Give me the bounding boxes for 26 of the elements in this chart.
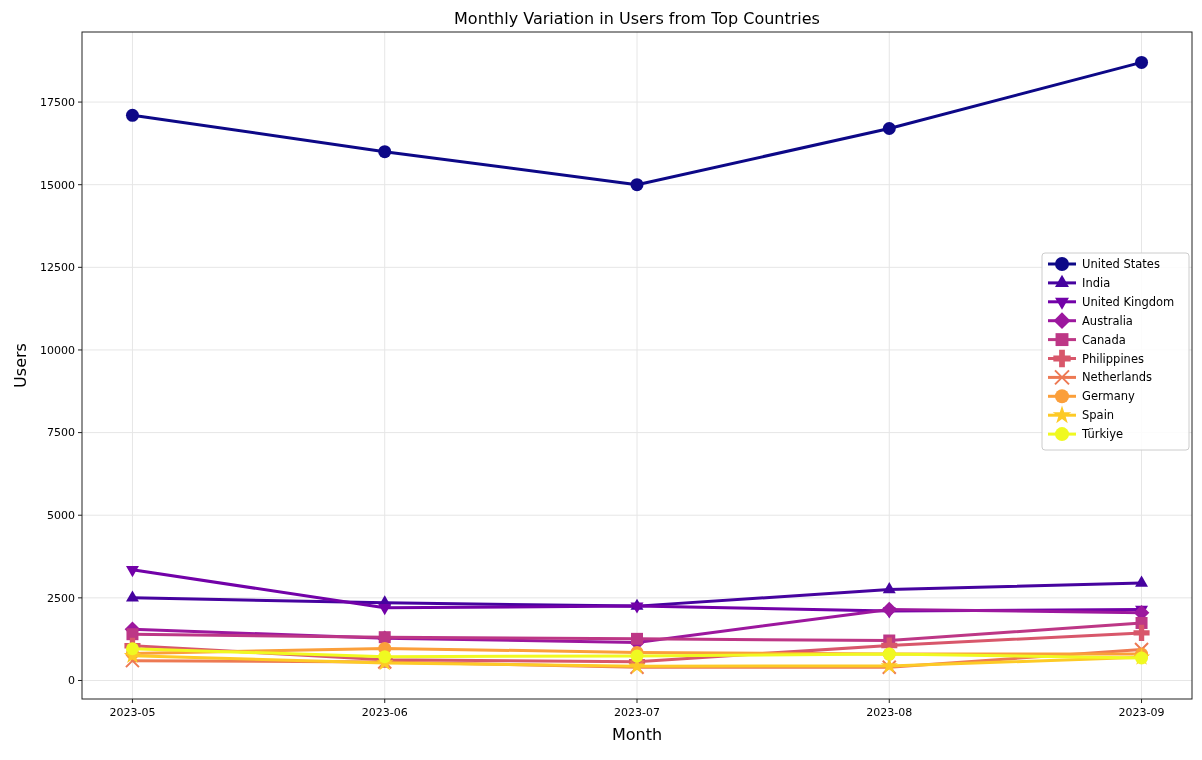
y-tick-label: 15000 bbox=[40, 178, 75, 192]
legend-label: Spain bbox=[1082, 408, 1115, 423]
x-tick-label: 2023-07 bbox=[614, 706, 660, 719]
y-tick-label: 7500 bbox=[47, 426, 75, 440]
y-tick-label: 5000 bbox=[47, 509, 75, 523]
x-tick-label: 2023-05 bbox=[109, 706, 156, 719]
x-tick-label: 2023-08 bbox=[866, 706, 913, 719]
legend-label: Philippines bbox=[1082, 351, 1144, 366]
legend-label: Germany bbox=[1082, 389, 1136, 404]
y-tick-label: 2500 bbox=[47, 591, 75, 605]
chart-title: Monthly Variation in Users from Top Countries bbox=[454, 9, 820, 28]
y-tick-label: 12500 bbox=[40, 261, 75, 275]
legend-label: United Kingdom bbox=[1082, 294, 1175, 309]
x-tick-label: 2023-09 bbox=[1118, 706, 1165, 719]
legend-label: Türkiye bbox=[1081, 427, 1124, 442]
legend-label: Canada bbox=[1082, 332, 1126, 347]
y-tick-label: 17500 bbox=[40, 95, 75, 109]
legend-label: India bbox=[1082, 275, 1111, 290]
x-axis-title: Month bbox=[611, 725, 663, 744]
x-tick-label: 2023-06 bbox=[361, 706, 408, 719]
y-axis-title: Users bbox=[11, 343, 30, 388]
legend-label: Australia bbox=[1082, 313, 1133, 328]
y-tick-label: 10000 bbox=[40, 343, 75, 357]
y-tick-label: 0 bbox=[68, 674, 75, 688]
legend-label: United States bbox=[1082, 257, 1160, 272]
legend-label: Netherlands bbox=[1082, 370, 1153, 385]
